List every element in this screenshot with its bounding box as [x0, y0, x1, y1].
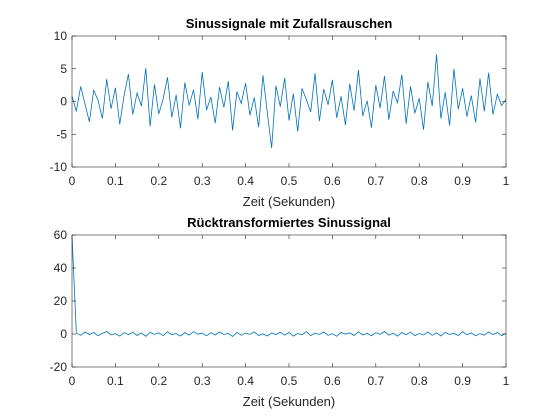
x-tick-label: 0.5: [281, 174, 298, 188]
x-tick-label: 0.8: [411, 374, 428, 388]
x-tick-label: 1: [503, 374, 510, 388]
x-tick-label: 0.6: [324, 374, 341, 388]
x-tick-label: 0.5: [281, 374, 298, 388]
chart-title: Sinussignale mit Zufallsrauschen: [186, 16, 393, 31]
y-tick-label: 20: [54, 294, 68, 308]
x-axis-label: Zeit (Sekunden): [243, 194, 336, 209]
x-tick-label: 0.2: [150, 374, 167, 388]
y-tick-label: 40: [54, 261, 68, 275]
x-tick-label: 0.7: [367, 374, 384, 388]
x-tick-label: 0.6: [324, 174, 341, 188]
y-tick-label: -20: [50, 360, 68, 374]
x-tick-label: 0: [69, 174, 76, 188]
data-line: [71, 54, 507, 149]
data-line: [71, 234, 507, 337]
x-tick-label: 0.8: [411, 174, 428, 188]
x-tick-label: 0.1: [107, 174, 124, 188]
x-tick-label: 0.3: [194, 374, 211, 388]
chart-title: Rücktransformiertes Sinussignal: [187, 215, 391, 230]
x-tick-label: 0.9: [454, 374, 471, 388]
x-tick-label: 1: [503, 174, 510, 188]
x-tick-label: 0.2: [150, 174, 167, 188]
y-tick-label: 0: [60, 327, 67, 341]
x-tick-label: 0.7: [367, 174, 384, 188]
y-tick-label: -10: [50, 160, 68, 174]
y-tick-label: 10: [54, 29, 68, 43]
y-tick-label: 0: [60, 95, 67, 109]
x-tick-label: 0.3: [194, 174, 211, 188]
x-tick-label: 0: [69, 374, 76, 388]
x-tick-label: 0.4: [237, 374, 254, 388]
x-tick-label: 0.4: [237, 174, 254, 188]
axes-background: [72, 36, 506, 167]
y-tick-label: -5: [56, 127, 67, 141]
axes-background: [72, 235, 506, 367]
y-tick-label: 60: [54, 228, 68, 242]
x-tick-label: 0.9: [454, 174, 471, 188]
x-tick-label: 0.1: [107, 374, 124, 388]
x-axis-label: Zeit (Sekunden): [243, 394, 336, 409]
y-tick-label: 5: [60, 62, 67, 76]
